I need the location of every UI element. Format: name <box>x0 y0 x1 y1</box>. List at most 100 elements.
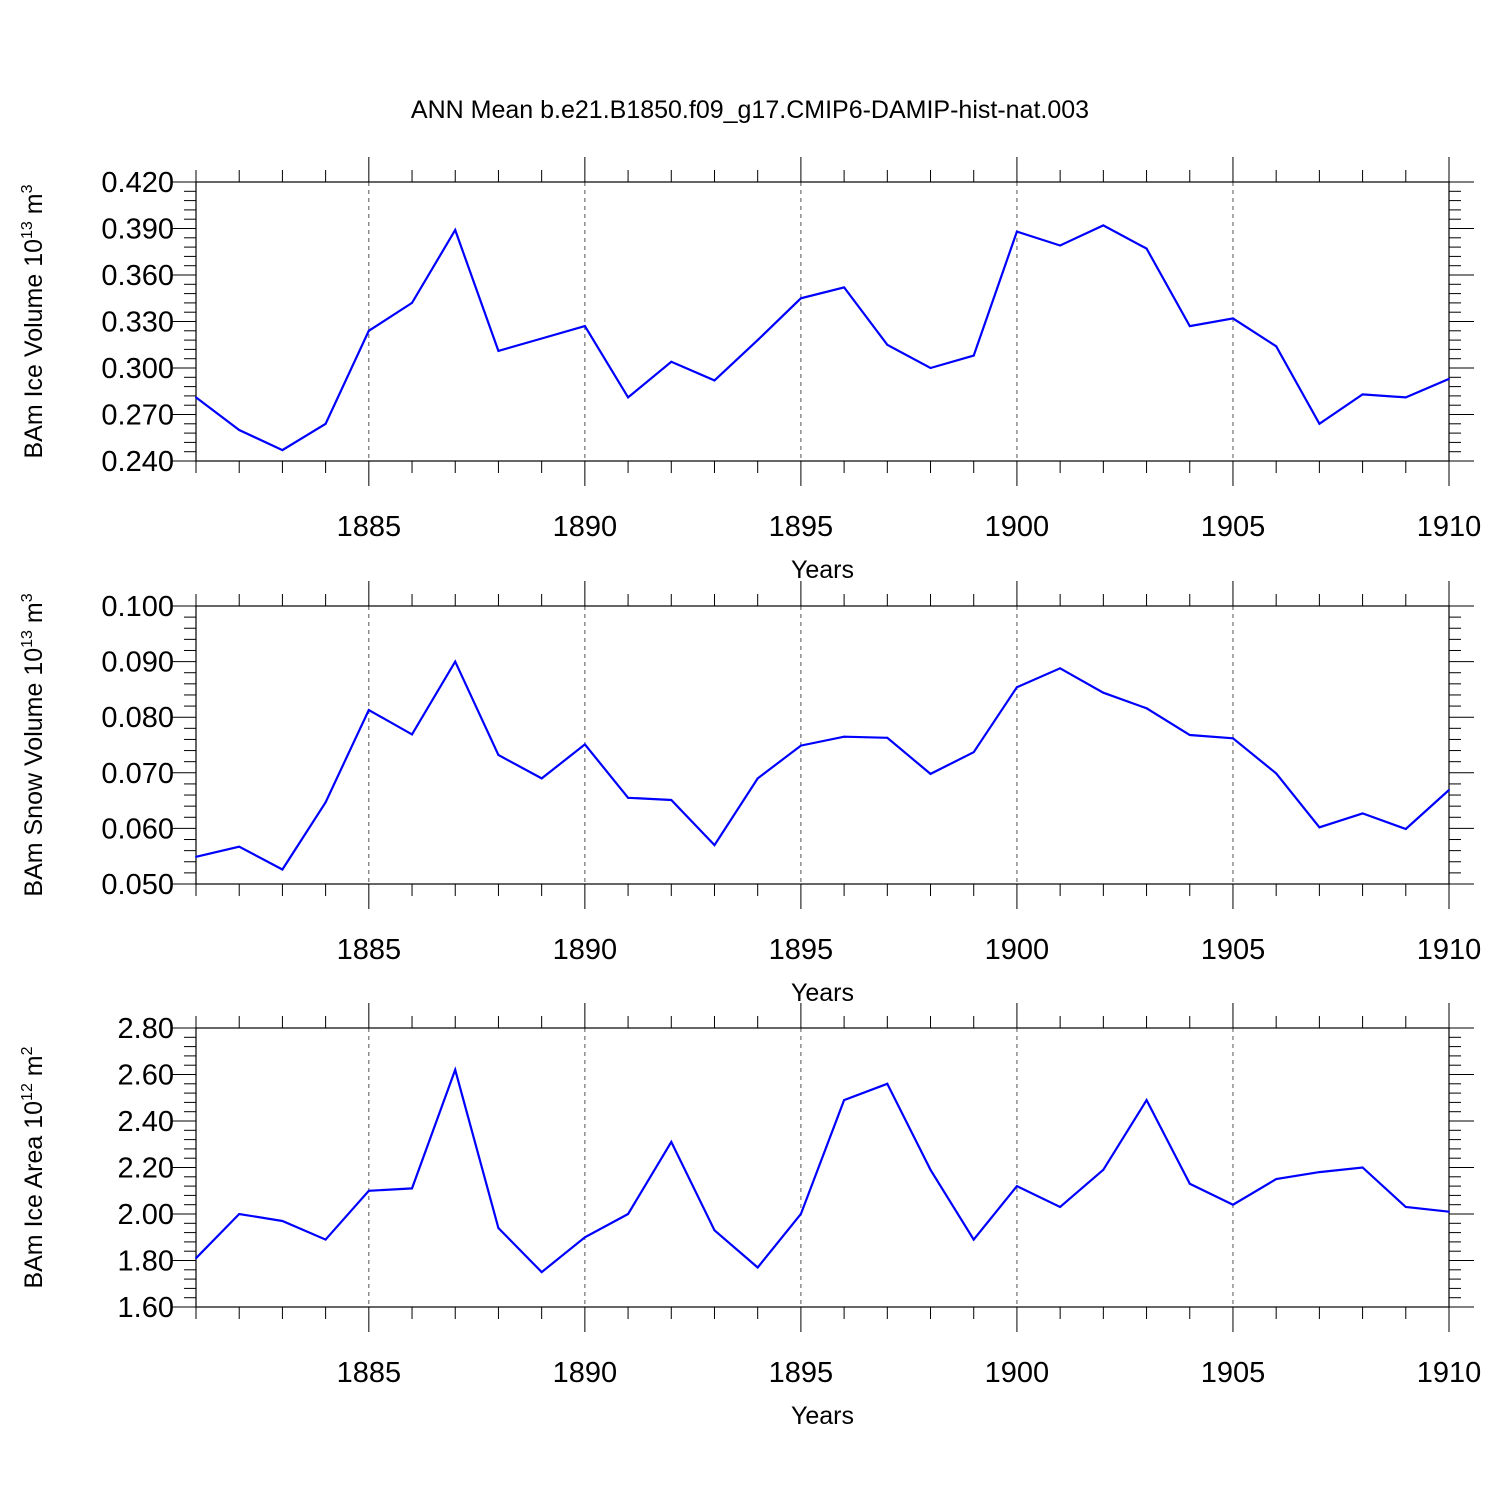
plot-frame <box>195 181 1450 462</box>
data-point <box>367 329 370 332</box>
data-point <box>497 1226 500 1229</box>
data-point <box>929 772 932 775</box>
data-point <box>972 751 975 754</box>
data-point <box>1015 686 1018 689</box>
chart-title: ANN Mean b.e21.B1850.f09_g17.CMIP6-DAMIP… <box>411 96 1089 124</box>
data-point <box>540 777 543 780</box>
data-point <box>1275 345 1278 348</box>
series-line <box>195 224 1450 452</box>
data-point <box>1275 772 1278 775</box>
data-point <box>1102 691 1105 694</box>
data-point <box>583 743 586 746</box>
data-point <box>886 1082 889 1085</box>
data-point <box>1188 1182 1191 1185</box>
x-tick-label: 1905 <box>1201 934 1266 966</box>
data-point <box>238 1213 241 1215</box>
x-tick-label: 1885 <box>337 934 402 966</box>
data-point <box>454 660 457 663</box>
y-tick-label: 2.80 <box>118 1013 174 1045</box>
x-tick-label: 1895 <box>769 511 834 543</box>
x-tick-label: 1890 <box>553 1357 618 1389</box>
data-point <box>886 736 889 739</box>
y-tick-label: 1.80 <box>118 1246 174 1278</box>
data-point <box>367 1189 370 1192</box>
data-point <box>1404 1206 1407 1209</box>
chart-panel-3: 1.60 1.80 2.00 2.20 2.40 2.60 2.80 1885 1890 1895… <box>19 1003 1481 1430</box>
x-tick-label: 1890 <box>553 511 618 543</box>
data-point <box>627 396 630 399</box>
data-point <box>195 1257 197 1260</box>
y-axis-title: BAm Ice Volume 1013 m3 <box>19 184 48 458</box>
x-tick-label: 1890 <box>553 934 618 966</box>
y-tick-label: 0.070 <box>101 758 174 790</box>
data-point <box>583 1236 586 1239</box>
data-point <box>324 1238 327 1241</box>
x-tick-label: 1905 <box>1201 511 1266 543</box>
data-point <box>454 229 457 232</box>
data-point <box>1448 789 1450 792</box>
x-tick-label: 1895 <box>769 934 834 966</box>
data-point <box>540 1271 543 1274</box>
series-line <box>195 659 1450 871</box>
data-point <box>843 1099 846 1102</box>
x-tick-label: 1910 <box>1417 934 1482 966</box>
data-point <box>756 1266 759 1269</box>
y-tick-label: 0.330 <box>101 307 174 339</box>
x-tick-label: 1885 <box>337 511 402 543</box>
data-point <box>454 1068 457 1071</box>
data-point <box>1361 812 1364 815</box>
data-point <box>1404 827 1407 830</box>
y-tick-label: 0.080 <box>101 702 174 734</box>
data-point <box>713 844 716 847</box>
data-point <box>627 1213 630 1215</box>
x-axis-title: Years <box>791 1402 854 1430</box>
y-tick-label: 2.40 <box>118 1106 174 1138</box>
data-point <box>1059 667 1062 670</box>
data-point <box>1102 224 1105 227</box>
data-point <box>972 354 975 357</box>
chart-panel-2: 0.050 0.060 0.070 0.080 0.090 0.100 1885 1890 18… <box>19 581 1481 1007</box>
data-point <box>1318 1171 1321 1174</box>
x-tick-label: 1895 <box>769 1357 834 1389</box>
data-point <box>540 337 543 340</box>
x-tick-label: 1885 <box>337 1357 402 1389</box>
data-point <box>713 1229 716 1232</box>
y-axis-title: BAm Snow Volume 1013 m3 <box>19 593 48 896</box>
y-tick-label: 0.420 <box>101 167 174 199</box>
data-point <box>799 297 802 300</box>
data-point <box>1059 1206 1062 1209</box>
data-point <box>1275 1178 1278 1181</box>
data-point <box>411 301 414 304</box>
data-point <box>281 868 284 871</box>
plot-frame <box>195 1027 1450 1308</box>
data-point <box>972 1238 975 1241</box>
x-axis-title: Years <box>791 979 854 1007</box>
y-tick-label: 2.60 <box>118 1060 174 1092</box>
data-point <box>238 845 241 848</box>
data-point <box>756 339 759 342</box>
data-point <box>367 708 370 711</box>
series-line <box>195 1066 1450 1274</box>
y-tick-label: 0.300 <box>101 353 174 385</box>
data-point <box>411 1187 414 1190</box>
data-point <box>1448 377 1450 380</box>
data-point <box>843 735 846 738</box>
data-point <box>886 343 889 346</box>
data-point <box>281 449 284 452</box>
data-point <box>1231 737 1234 740</box>
y-tick-label: 0.360 <box>101 260 174 292</box>
x-tick-label: 1910 <box>1417 1357 1482 1389</box>
data-point <box>1231 1203 1234 1206</box>
y-tick-label: 0.240 <box>101 446 174 478</box>
x-tick-label: 1900 <box>985 1357 1050 1389</box>
data-point <box>1102 1168 1105 1171</box>
y-tick-label: 2.20 <box>118 1153 174 1185</box>
data-point <box>1145 1099 1148 1102</box>
data-point <box>670 360 673 363</box>
data-point <box>670 1140 673 1143</box>
data-point <box>324 801 327 804</box>
data-point <box>497 349 500 352</box>
data-point <box>195 855 197 858</box>
chart-panel-1: 0.240 0.270 0.300 0.330 0.360 0.390 0.420 1885 1… <box>19 157 1481 584</box>
data-point <box>411 733 414 736</box>
